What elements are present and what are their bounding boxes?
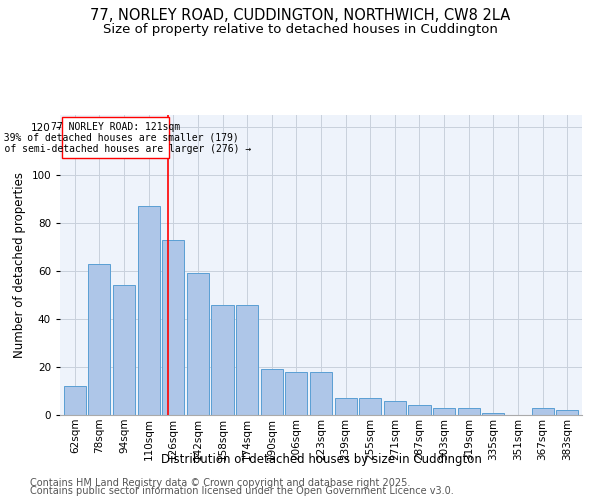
- Bar: [285, 372, 307, 415]
- Bar: [137, 206, 160, 415]
- Bar: [211, 304, 233, 415]
- Text: Distribution of detached houses by size in Cuddington: Distribution of detached houses by size …: [161, 452, 481, 466]
- Bar: [433, 408, 455, 415]
- Bar: [260, 370, 283, 415]
- Bar: [187, 274, 209, 415]
- Bar: [482, 412, 505, 415]
- Text: 77 NORLEY ROAD: 121sqm: 77 NORLEY ROAD: 121sqm: [51, 122, 181, 132]
- Bar: [384, 400, 406, 415]
- FancyBboxPatch shape: [62, 118, 169, 158]
- Y-axis label: Number of detached properties: Number of detached properties: [13, 172, 26, 358]
- Bar: [359, 398, 382, 415]
- Text: ← 39% of detached houses are smaller (179): ← 39% of detached houses are smaller (17…: [0, 133, 239, 143]
- Text: Contains HM Land Registry data © Crown copyright and database right 2025.: Contains HM Land Registry data © Crown c…: [30, 478, 410, 488]
- Bar: [113, 286, 135, 415]
- Bar: [458, 408, 480, 415]
- Bar: [162, 240, 184, 415]
- Bar: [310, 372, 332, 415]
- Bar: [556, 410, 578, 415]
- Text: Contains public sector information licensed under the Open Government Licence v3: Contains public sector information licen…: [30, 486, 454, 496]
- Bar: [335, 398, 357, 415]
- Bar: [532, 408, 554, 415]
- Text: 61% of semi-detached houses are larger (276) →: 61% of semi-detached houses are larger (…: [0, 144, 251, 154]
- Bar: [88, 264, 110, 415]
- Text: 77, NORLEY ROAD, CUDDINGTON, NORTHWICH, CW8 2LA: 77, NORLEY ROAD, CUDDINGTON, NORTHWICH, …: [90, 8, 510, 22]
- Bar: [64, 386, 86, 415]
- Bar: [236, 304, 258, 415]
- Bar: [409, 406, 431, 415]
- Text: Size of property relative to detached houses in Cuddington: Size of property relative to detached ho…: [103, 22, 497, 36]
